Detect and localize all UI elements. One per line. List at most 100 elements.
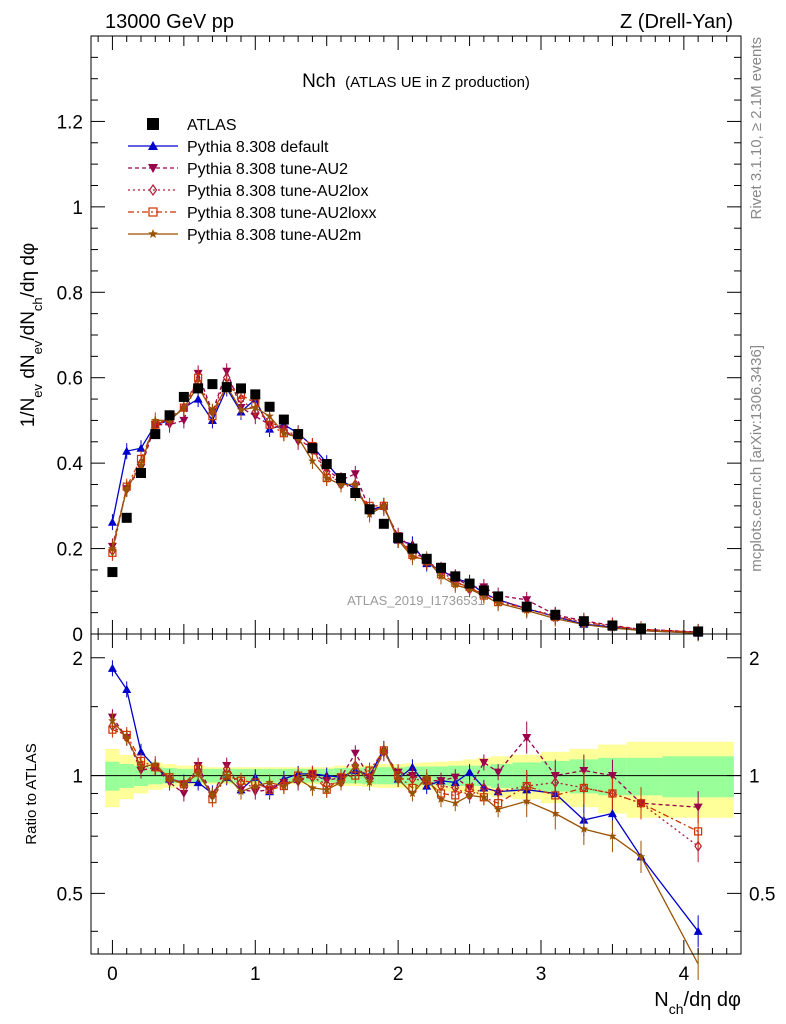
main-plot-area xyxy=(107,363,704,642)
legend-marker-default xyxy=(148,141,158,150)
ratio-point-au2loxx xyxy=(694,827,703,836)
point-au2 xyxy=(350,470,360,479)
ratio-ytick-label: 2 xyxy=(72,649,83,670)
watermark: ATLAS_2019_I1736531 xyxy=(347,593,485,608)
ratio-point-au2m xyxy=(179,779,189,788)
main-title-suffix: (ATLAS UE in Z production) xyxy=(345,74,530,91)
ratio-point-au2m xyxy=(465,790,474,799)
ratio-point-au2 xyxy=(493,768,503,777)
point-data xyxy=(321,458,332,469)
main-ytick-label: 1 xyxy=(72,198,83,219)
point-data xyxy=(178,391,189,402)
legend-label-au2loxx: Pythia 8.308 tune-AU2loxx xyxy=(187,205,376,222)
ratio-point-au2m xyxy=(165,774,174,783)
point-au2m xyxy=(179,403,189,412)
point-data xyxy=(436,562,446,573)
ratio-point-au2m xyxy=(279,781,289,790)
point-data xyxy=(164,410,175,421)
uncertainty-band-inner xyxy=(626,757,663,796)
point-data xyxy=(521,601,532,612)
ratio-point-au2m xyxy=(293,774,303,783)
uncertainty-band-inner xyxy=(662,756,734,798)
legend-marker-au2lox xyxy=(148,183,158,197)
ratio-ytick-label: 0.5 xyxy=(57,884,83,905)
point-au2m xyxy=(308,456,317,465)
ratio-point-au2 xyxy=(522,734,532,743)
ratio-point-au2 xyxy=(350,749,360,758)
ratio-point-au2m xyxy=(436,794,446,803)
ratio-point-au2 xyxy=(479,758,489,767)
ratio-point-au2m xyxy=(408,789,417,798)
point-data xyxy=(550,609,561,620)
ratio-line-au2m xyxy=(111,720,699,965)
ratio-point-au2 xyxy=(179,789,189,798)
main-ytick-label: 0.6 xyxy=(57,369,83,390)
legend-marker-data xyxy=(147,118,159,130)
ratio-point-au2m xyxy=(393,774,403,783)
ratio-point-au2m xyxy=(479,792,489,801)
point-au2m xyxy=(208,407,217,416)
point-au2m xyxy=(336,480,346,489)
main-title-prefix: Nch xyxy=(302,71,336,92)
ratio-ytick-label-right: 0.5 xyxy=(749,884,775,905)
ratio-point-default xyxy=(107,663,117,672)
legend-marker-au2m xyxy=(148,229,158,238)
ratio-point-au2m xyxy=(351,761,360,770)
ratio-point-au2loxx xyxy=(579,783,588,793)
point-default xyxy=(136,443,146,452)
point-data xyxy=(250,389,261,400)
ratio-point-au2 xyxy=(579,766,589,776)
point-data xyxy=(136,467,146,478)
point-data xyxy=(293,429,304,440)
point-au2m xyxy=(122,484,131,493)
ratio-point-default xyxy=(465,767,475,776)
point-data xyxy=(450,571,461,582)
ratio-point-au2m xyxy=(551,809,560,818)
point-data xyxy=(221,382,232,393)
ratio-plot-area xyxy=(91,660,741,981)
ratio-point-au2m xyxy=(493,804,503,813)
point-data xyxy=(207,379,218,390)
point-au2m xyxy=(136,460,146,469)
main-panel: 0 0.2 0.4 0.6 0.8 1 1.2 Nch (ATLAS UE in Z pro… xyxy=(18,35,742,646)
legend-marker-au2 xyxy=(148,164,158,173)
ratio-point-au2m xyxy=(236,787,246,796)
ratio-point-au2m xyxy=(136,762,146,771)
legend-label-au2lox: Pythia 8.308 tune-AU2lox xyxy=(187,183,368,200)
xtick-label: 3 xyxy=(536,964,547,985)
legend-label-au2m: Pythia 8.308 tune-AU2m xyxy=(187,227,361,244)
ratio-point-au2m xyxy=(451,798,460,807)
point-au2m xyxy=(322,473,331,482)
main-title: Nch (ATLAS UE in Z production) xyxy=(302,71,530,92)
ratio-point-au2m xyxy=(422,772,431,781)
point-au2m xyxy=(108,544,117,553)
x-axis-label: Nch/dη dφ xyxy=(654,989,741,1017)
point-data xyxy=(578,616,589,627)
point-default xyxy=(122,446,132,455)
ratio-point-default xyxy=(407,762,417,771)
point-au2m xyxy=(279,428,289,437)
ratio-point-au2m xyxy=(122,733,131,742)
header-left: 13000 GeV pp xyxy=(105,11,234,33)
point-au2 xyxy=(522,596,532,605)
main-ytick-label: 0.8 xyxy=(57,283,83,304)
point-data xyxy=(236,383,246,394)
ratio-point-au2m xyxy=(193,769,203,778)
main-axes: 0 0.2 0.4 0.6 0.8 1 1.2 xyxy=(57,36,741,646)
point-au2m xyxy=(251,403,260,412)
point-data xyxy=(464,578,475,589)
point-data xyxy=(478,585,489,596)
ratio-frame xyxy=(90,633,742,955)
point-data xyxy=(350,488,361,499)
point-au2m xyxy=(351,480,360,489)
main-ytick-label: 1.2 xyxy=(57,112,83,133)
main-ylabel: 1/Nev dNev/dNch/dη dφ xyxy=(18,243,45,428)
legend-label-data: ATLAS xyxy=(187,117,237,134)
ratio-point-au2m xyxy=(636,852,646,861)
ratio-point-au2m xyxy=(336,778,346,787)
ratio-point-au2 xyxy=(693,803,703,812)
point-au2m xyxy=(408,552,417,561)
ratio-point-au2m xyxy=(322,785,331,794)
ratio-point-au2loxx xyxy=(308,769,317,778)
